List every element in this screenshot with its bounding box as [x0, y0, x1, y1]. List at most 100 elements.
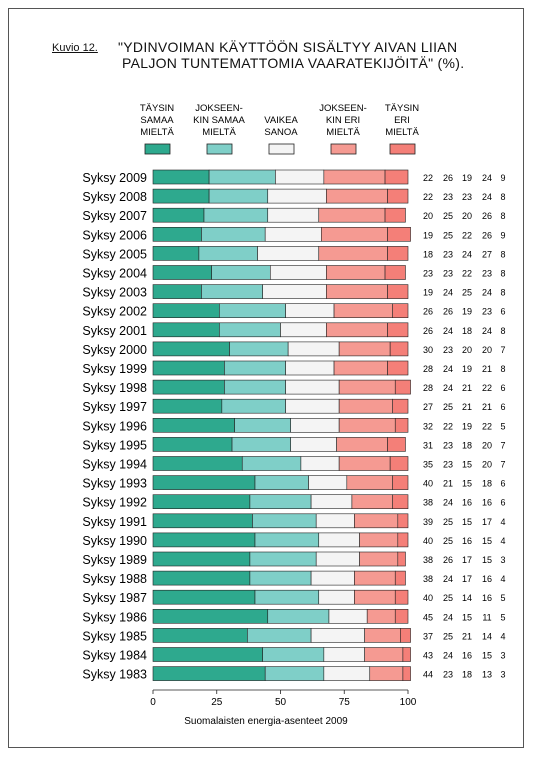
bar-segment [400, 628, 411, 643]
bar-segment [394, 417, 409, 433]
bar-segment [211, 265, 271, 280]
value-label: 5 [500, 612, 505, 622]
value-label: 23 [443, 460, 453, 470]
value-label: 25 [443, 211, 453, 221]
bar-segment [257, 246, 320, 261]
value-label: 11 [482, 612, 491, 622]
category-label: Syksy 1984 [82, 649, 147, 663]
value-label: 18 [423, 249, 433, 259]
bar-segment [290, 417, 340, 433]
value-label: 25 [443, 402, 453, 412]
chart-row: Syksy 2004 23 23 22 23 8 [82, 265, 506, 281]
chart-row: Syksy 1991 39 25 15 17 4 [82, 513, 506, 529]
value-label: 16 [462, 498, 472, 508]
bar-segment [394, 379, 411, 395]
bar-segment [198, 246, 258, 261]
value-label: 13 [482, 670, 492, 680]
value-label: 26 [482, 230, 492, 240]
category-label: Syksy 1994 [82, 458, 147, 472]
chart-row: Syksy 2002 26 26 19 23 6 [82, 303, 506, 319]
value-label: 24 [443, 612, 453, 622]
chart-row: Syksy 1985 37 25 21 14 4 [82, 628, 506, 643]
bar-segment [254, 475, 309, 490]
bar-segment [402, 666, 411, 681]
value-label: 15 [462, 517, 472, 527]
x-tick-label: 100 [400, 697, 417, 708]
category-label: Syksy 2009 [82, 171, 147, 185]
value-label: 30 [423, 345, 433, 355]
value-label: 3 [500, 651, 505, 661]
value-label: 3 [500, 555, 505, 565]
bar-segment [152, 227, 202, 242]
value-label: 17 [482, 517, 492, 527]
bar-segment [285, 303, 335, 319]
value-label: 6 [500, 402, 505, 412]
chart-row: Syksy 2001 26 24 18 24 8 [82, 322, 506, 338]
value-label: 24 [482, 192, 492, 202]
value-label: 23 [443, 192, 453, 202]
value-label: 39 [423, 517, 433, 527]
category-label: Syksy 1985 [82, 629, 147, 643]
source-caption: Suomalaisten energia-asenteet 2009 [184, 716, 348, 727]
chart-row: Syksy 1992 38 24 16 16 6 [82, 494, 506, 510]
value-label: 38 [423, 555, 433, 565]
bar-segment [152, 608, 269, 624]
bar-segment [320, 227, 388, 242]
value-label: 21 [462, 383, 472, 393]
value-label: 24 [443, 383, 453, 393]
bar-segment [387, 227, 411, 242]
bar-segment [328, 608, 368, 624]
value-label: 21 [482, 364, 492, 374]
value-label: 44 [423, 670, 433, 680]
bar-segment [285, 379, 340, 395]
value-label: 24 [443, 498, 453, 508]
value-label: 19 [423, 288, 433, 298]
value-label: 24 [443, 288, 453, 298]
bar-segment [389, 341, 409, 357]
bar-segment [394, 608, 409, 624]
chart-row: Syksy 1983 44 23 18 13 3 [82, 666, 506, 682]
value-label: 45 [423, 612, 433, 622]
value-label: 22 [482, 383, 492, 393]
value-label: 20 [423, 211, 433, 221]
bar-segment [338, 341, 391, 357]
value-label: 26 [423, 326, 433, 336]
bar-segment [152, 379, 225, 395]
legend-label-line: ERI [394, 115, 410, 126]
legend-label-line: SANOA [264, 127, 298, 138]
bar-segment [201, 284, 263, 299]
bar-segment [152, 647, 263, 662]
bar-segment [359, 532, 399, 548]
value-label: 24 [482, 173, 492, 183]
value-label: 25 [443, 517, 453, 527]
bar-segment [264, 666, 325, 681]
value-label: 4 [500, 574, 505, 584]
category-label: Syksy 1998 [82, 381, 147, 395]
value-label: 38 [423, 574, 433, 584]
value-label: 26 [423, 307, 433, 317]
bar-segment [326, 188, 388, 204]
chart-row: Syksy 2005 18 23 24 27 8 [82, 246, 506, 261]
legend-label-line: KIN ERI [326, 115, 360, 126]
value-label: 31 [423, 440, 433, 450]
bar-segment [310, 628, 365, 643]
bar-segment [254, 532, 320, 548]
bar-segment [152, 322, 220, 338]
bar-segment [267, 207, 320, 223]
bar-segment [280, 322, 327, 338]
category-label: Syksy 2008 [82, 190, 147, 204]
x-tick-label: 50 [275, 697, 287, 708]
bar-segment [152, 398, 223, 414]
legend-swatch [144, 143, 171, 155]
bar-segment [326, 284, 388, 299]
chart-title-line-2: PALJON TUNTEMATTOMIA VAARATEKIJÖITÄ" (%)… [122, 55, 465, 71]
chart-row: Syksy 1997 27 25 21 21 6 [82, 398, 506, 414]
chart-row: Syksy 1993 40 21 15 18 6 [82, 475, 506, 491]
bar-segment [384, 207, 406, 223]
value-label: 19 [462, 364, 472, 374]
value-label: 6 [500, 498, 505, 508]
value-label: 20 [462, 345, 472, 355]
bar-segment [318, 532, 360, 548]
bar-segment [315, 551, 360, 567]
bar-segment [366, 608, 396, 624]
